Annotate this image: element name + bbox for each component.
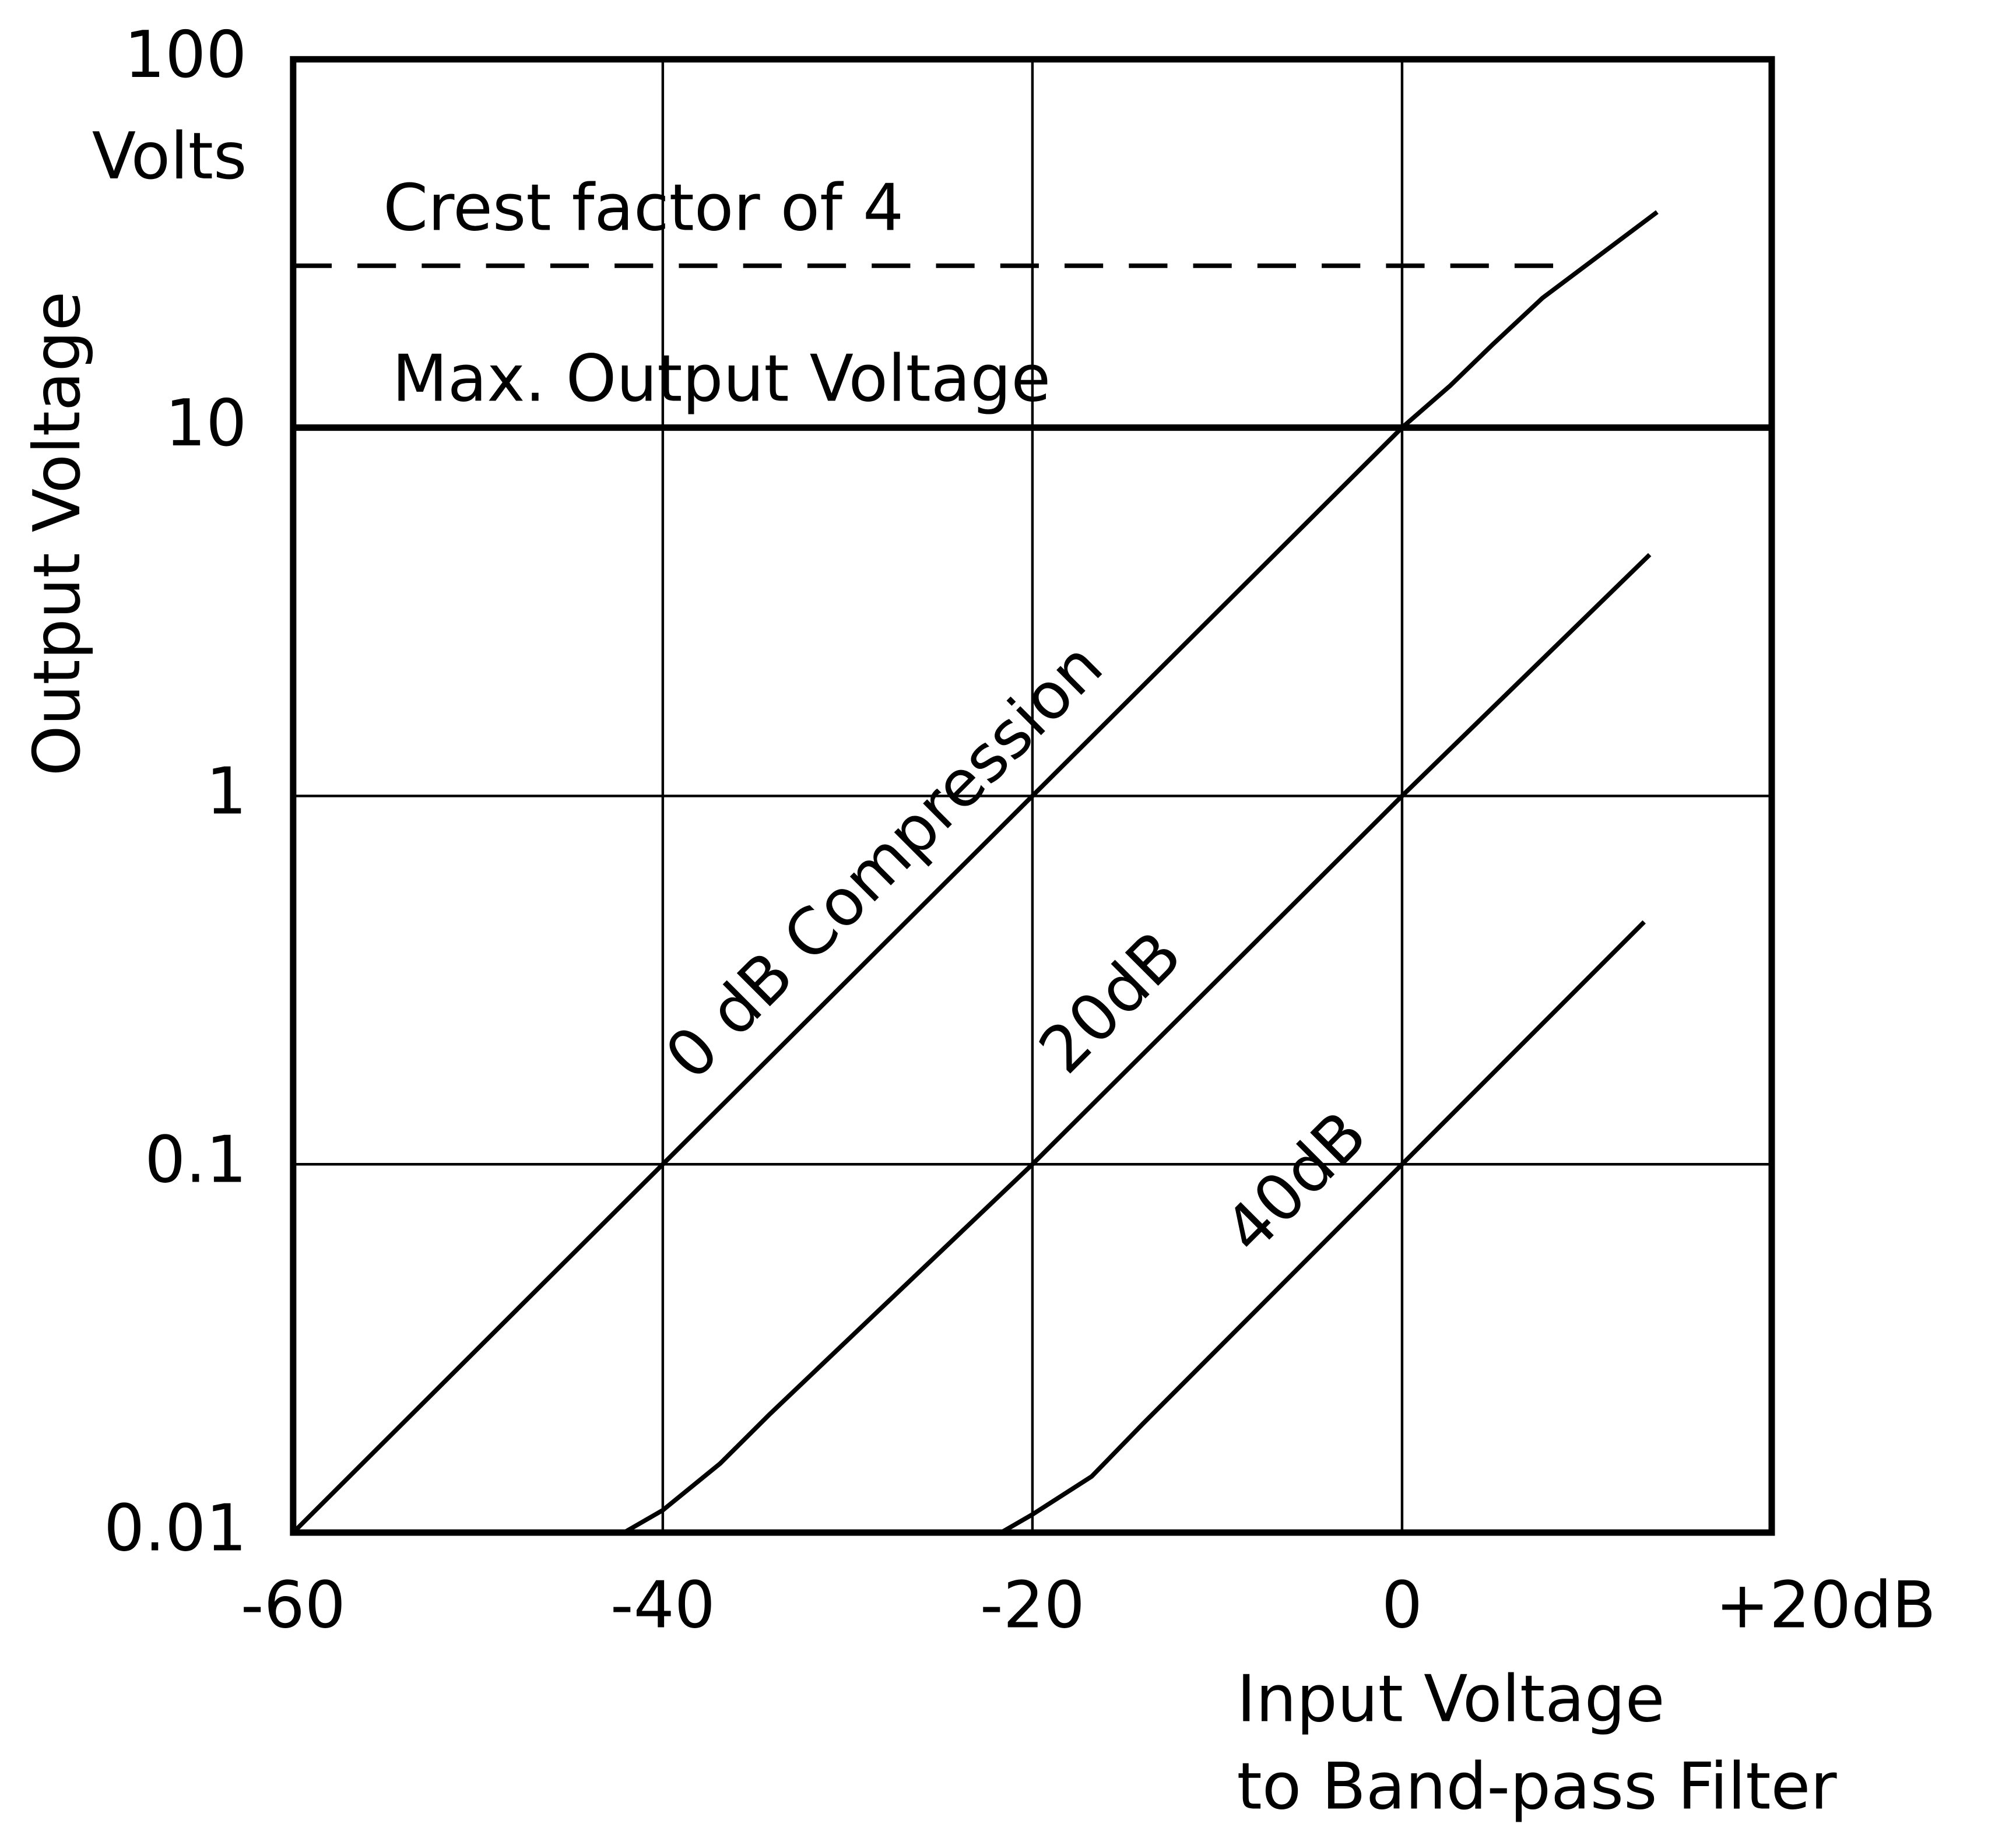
x-axis-label: to Band-pass Filter bbox=[1237, 1750, 1838, 1825]
plot-border bbox=[290, 56, 1775, 1536]
y-tick-label: 0.1 bbox=[145, 1123, 247, 1198]
y-tick-label: 0.01 bbox=[104, 1491, 247, 1566]
x-tick-label: +20dB bbox=[1715, 1569, 1936, 1643]
x-tick-label: -20 bbox=[980, 1569, 1085, 1643]
y-axis-label: Output Voltage bbox=[20, 291, 95, 776]
y-tick-label: 1 bbox=[206, 755, 247, 830]
series-label: 20dB bbox=[1025, 918, 1196, 1088]
series-label: Max. Output Voltage bbox=[392, 342, 1051, 417]
series-line bbox=[623, 553, 1652, 1535]
series-label: Crest factor of 4 bbox=[383, 171, 904, 245]
y-tick-label: 100 bbox=[124, 18, 247, 93]
x-tick-label: -60 bbox=[241, 1569, 346, 1643]
series-line bbox=[291, 210, 1659, 1534]
y-tick-label: 10 bbox=[165, 386, 247, 461]
series-label: 40dB bbox=[1210, 1098, 1381, 1268]
series-line bbox=[1000, 920, 1646, 1535]
x-axis-label: Input Voltage bbox=[1237, 1663, 1665, 1737]
x-tick-label: -40 bbox=[610, 1569, 715, 1643]
x-tick-label: 0 bbox=[1382, 1569, 1423, 1643]
y-unit-label: Volts bbox=[92, 120, 247, 194]
